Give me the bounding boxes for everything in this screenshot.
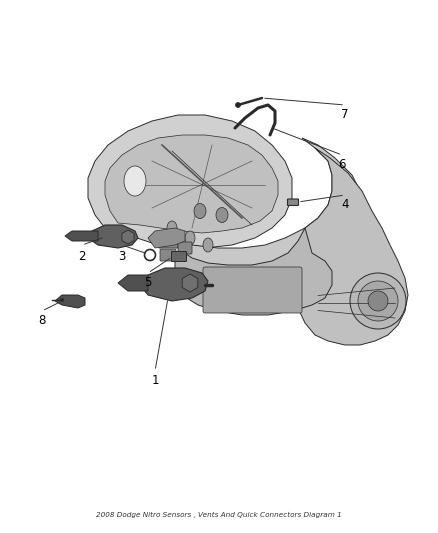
Polygon shape — [88, 225, 138, 248]
Polygon shape — [105, 135, 278, 233]
Text: 2: 2 — [78, 251, 86, 263]
FancyBboxPatch shape — [160, 249, 176, 261]
Ellipse shape — [124, 166, 146, 196]
Ellipse shape — [203, 238, 213, 252]
FancyBboxPatch shape — [172, 252, 187, 262]
Text: 3: 3 — [118, 251, 126, 263]
Ellipse shape — [185, 231, 195, 245]
Circle shape — [60, 298, 64, 302]
Ellipse shape — [194, 204, 206, 219]
Polygon shape — [55, 295, 85, 308]
Polygon shape — [148, 228, 185, 248]
Polygon shape — [65, 231, 98, 241]
Polygon shape — [118, 275, 148, 291]
FancyBboxPatch shape — [287, 199, 299, 206]
Text: 5: 5 — [144, 277, 152, 289]
FancyBboxPatch shape — [178, 242, 192, 254]
FancyBboxPatch shape — [203, 267, 302, 313]
Text: 4: 4 — [341, 198, 349, 212]
Polygon shape — [175, 138, 365, 305]
Ellipse shape — [167, 221, 177, 235]
Circle shape — [236, 103, 240, 107]
Ellipse shape — [216, 207, 228, 222]
Circle shape — [358, 281, 398, 321]
Polygon shape — [295, 148, 408, 345]
Text: 7: 7 — [341, 109, 349, 122]
Polygon shape — [175, 228, 332, 315]
Text: 6: 6 — [338, 158, 346, 172]
Text: 2008 Dodge Nitro Sensors , Vents And Quick Connectors Diagram 1: 2008 Dodge Nitro Sensors , Vents And Qui… — [96, 512, 342, 518]
Circle shape — [368, 291, 388, 311]
Circle shape — [350, 273, 406, 329]
Text: 8: 8 — [38, 314, 46, 327]
Polygon shape — [140, 268, 208, 301]
FancyBboxPatch shape — [158, 234, 178, 248]
Polygon shape — [88, 115, 292, 248]
Text: 1: 1 — [151, 375, 159, 387]
